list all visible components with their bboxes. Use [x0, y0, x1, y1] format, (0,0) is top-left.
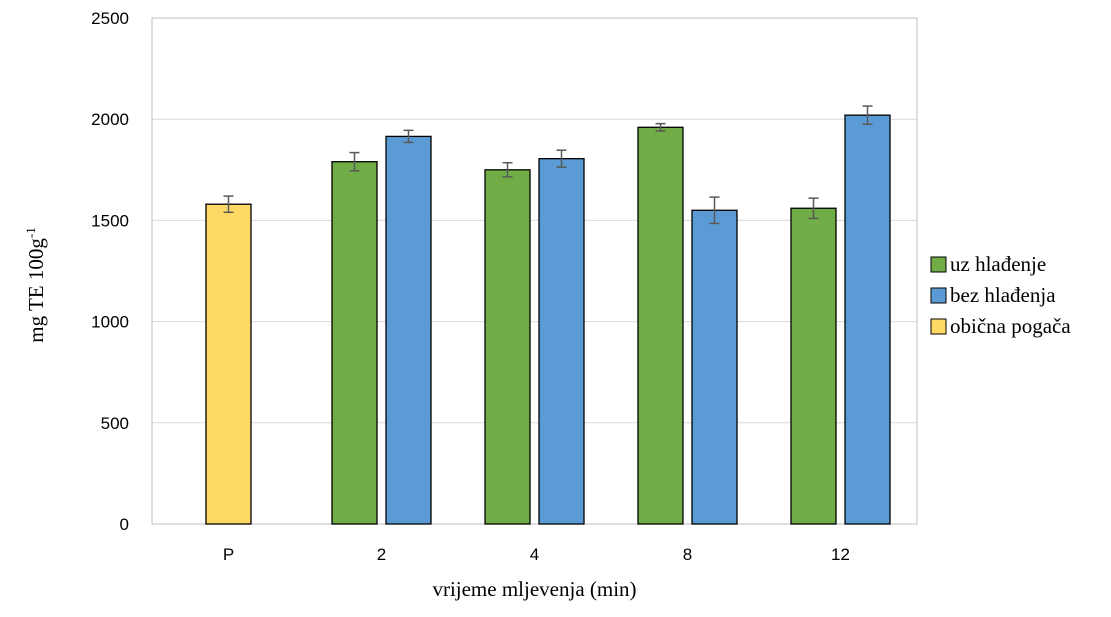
bar: [637, 126, 684, 525]
legend-item: uz hlađenje: [930, 252, 1046, 276]
legend-swatch: [930, 318, 947, 335]
x-tick-label: 8: [683, 545, 692, 564]
y-tick-label: 2000: [91, 110, 129, 129]
y-axis-label: mg TE 100g-1: [23, 227, 48, 342]
y-tick-label: 0: [120, 515, 129, 534]
plot-area: [151, 17, 918, 525]
bars: [205, 114, 891, 525]
legend: uz hlađenje bez hlađenja obična pogača: [930, 252, 1071, 338]
bar: [691, 209, 738, 525]
x-tick-label: 12: [831, 545, 850, 564]
bar: [331, 161, 378, 525]
error-bar: [502, 161, 513, 178]
error-bar: [808, 197, 819, 220]
error-bar: [223, 195, 234, 214]
legend-label: bez hlađenja: [950, 283, 1056, 307]
legend-item: obična pogača: [930, 314, 1071, 338]
legend-swatch: [930, 287, 947, 304]
legend-swatch: [930, 256, 947, 273]
error-bars: [223, 105, 873, 225]
legend-label: obična pogača: [950, 314, 1071, 338]
error-bar: [862, 105, 873, 126]
legend-item: bez hlađenja: [930, 283, 1056, 307]
error-bar: [403, 129, 414, 144]
bar: [844, 114, 891, 525]
x-axis-ticks: P 2 4 8 12: [223, 545, 850, 564]
bar: [484, 169, 531, 525]
x-tick-label: 2: [377, 545, 386, 564]
legend-label: uz hlađenje: [950, 252, 1046, 276]
y-tick-label: 1500: [91, 211, 129, 230]
bar: [205, 203, 252, 525]
bar: [385, 135, 432, 525]
error-bar: [709, 196, 720, 225]
x-tick-label: P: [223, 545, 234, 564]
x-tick-label: 4: [530, 545, 539, 564]
bar: [538, 158, 585, 525]
y-axis-label-superscript: -1: [23, 227, 38, 238]
y-axis-label-main: mg TE 100g: [24, 238, 48, 343]
error-bar: [556, 149, 567, 168]
error-bar: [349, 151, 360, 172]
y-tick-label: 500: [101, 414, 129, 433]
x-axis-label: vrijeme mljevenja (min): [432, 577, 636, 601]
y-tick-label: 1000: [91, 313, 129, 332]
y-tick-label: 2500: [91, 9, 129, 28]
y-axis-ticks: 0 500 1000 1500 2000 2500: [91, 9, 129, 534]
bar: [790, 207, 837, 525]
error-bar: [655, 122, 666, 132]
